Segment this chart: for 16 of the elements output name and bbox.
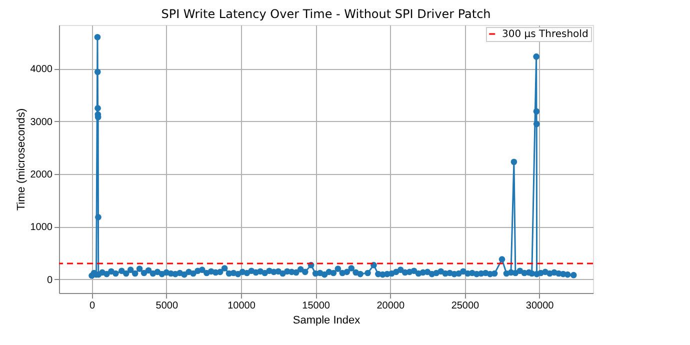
x-tick-label: 5000 xyxy=(156,300,178,312)
x-tick-label: 0 xyxy=(90,300,96,312)
x-axis-title: Sample Index xyxy=(292,314,361,326)
chart-title: SPI Write Latency Over Time - Without SPI Driver Patch xyxy=(161,7,491,21)
y-axis-title: Time (microseconds) xyxy=(15,108,28,211)
x-tick-label: 20000 xyxy=(376,300,405,312)
y-tick-label: 3000 xyxy=(30,116,53,128)
x-tick-label: 15000 xyxy=(302,300,330,312)
x-tick-label: 25000 xyxy=(451,300,480,312)
y-tick-label: 4000 xyxy=(30,64,53,76)
y-tick-label: 2000 xyxy=(30,170,53,181)
y-tick-label: 0 xyxy=(46,274,53,286)
x-tick-label: 10000 xyxy=(228,300,256,312)
y-tick-label: 1000 xyxy=(30,222,53,234)
x-tick-label: 30000 xyxy=(526,300,554,312)
legend-label: 300 µs Threshold xyxy=(502,29,588,40)
